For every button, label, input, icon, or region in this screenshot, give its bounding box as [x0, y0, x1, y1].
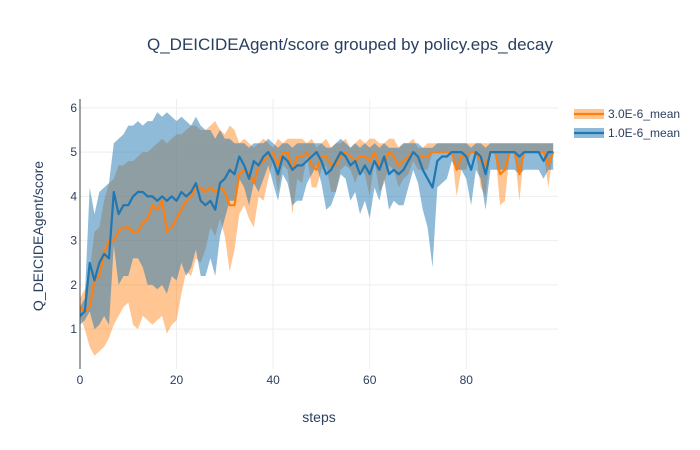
band-1.0E-6_mean — [80, 112, 554, 330]
y-axis-title: Q_DEICIDEAgent/score — [30, 161, 46, 311]
tick-labels: 0 20 40 60 80 1 2 3 4 5 6 — [70, 101, 473, 387]
y-tick-label: 4 — [70, 189, 77, 203]
y-tick-label: 5 — [70, 145, 77, 159]
confidence-bands — [80, 112, 554, 356]
y-tick-label: 1 — [70, 322, 77, 336]
legend-label: 1.0E-6_mean — [608, 126, 680, 140]
x-tick-label: 40 — [266, 373, 280, 387]
x-tick-label: 20 — [170, 373, 184, 387]
legend-item[interactable]: 3.0E-6_mean — [574, 107, 680, 121]
y-tick-label: 3 — [70, 234, 77, 248]
x-tick-label: 60 — [363, 373, 377, 387]
y-tick-label: 6 — [70, 101, 77, 115]
y-tick-label: 2 — [70, 278, 77, 292]
x-axis-title: steps — [302, 409, 335, 425]
legend-item[interactable]: 1.0E-6_mean — [574, 126, 680, 140]
chart-title: Q_DEICIDEAgent/score grouped by policy.e… — [147, 35, 554, 54]
series-lines — [79, 151, 555, 317]
line-3.0E-6_mean — [79, 151, 555, 313]
line-1.0E-6_mean — [79, 151, 554, 317]
legend[interactable]: 3.0E-6_mean 1.0E-6_mean — [574, 107, 680, 140]
x-tick-label: 80 — [460, 373, 474, 387]
legend-label: 3.0E-6_mean — [608, 107, 680, 121]
x-tick-label: 0 — [77, 373, 84, 387]
